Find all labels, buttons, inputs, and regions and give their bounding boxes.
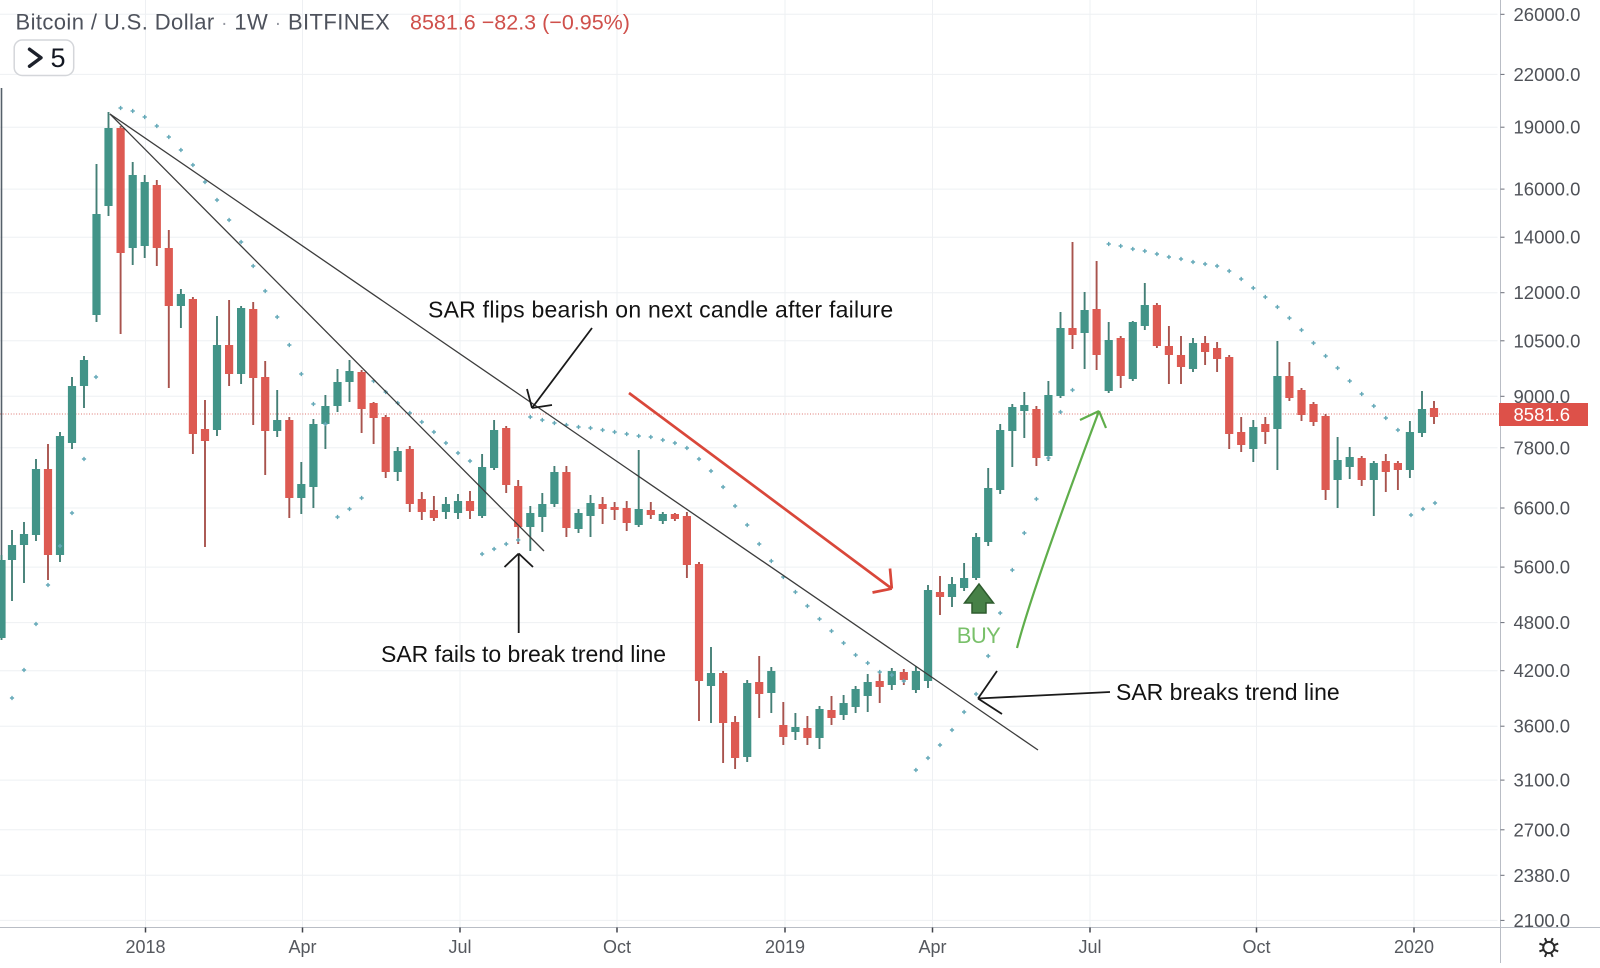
svg-text:Jul: Jul bbox=[1078, 937, 1101, 957]
svg-text:9000.0: 9000.0 bbox=[1514, 386, 1571, 407]
svg-text:22000.0: 22000.0 bbox=[1514, 64, 1581, 85]
svg-text:2700.0: 2700.0 bbox=[1514, 819, 1571, 840]
svg-text:8581.6: 8581.6 bbox=[1514, 404, 1571, 425]
svg-text:2380.0: 2380.0 bbox=[1514, 865, 1571, 886]
svg-text:SAR fails to break trend line: SAR fails to break trend line bbox=[381, 641, 666, 667]
svg-text:12000.0: 12000.0 bbox=[1514, 282, 1581, 303]
svg-text:BUY: BUY bbox=[957, 623, 1001, 648]
svg-text:4200.0: 4200.0 bbox=[1514, 660, 1571, 681]
svg-text:Jul: Jul bbox=[448, 937, 471, 957]
svg-text:5600.0: 5600.0 bbox=[1514, 557, 1571, 578]
svg-text:14000.0: 14000.0 bbox=[1514, 227, 1581, 248]
svg-text:Bitcoin / U.S. Dollar · 1W · B: Bitcoin / U.S. Dollar · 1W · BITFINEX bbox=[16, 10, 391, 35]
svg-text:Oct: Oct bbox=[603, 937, 631, 957]
svg-text:8581.6 −82.3 (−0.95%): 8581.6 −82.3 (−0.95%) bbox=[410, 11, 630, 35]
svg-text:3600.0: 3600.0 bbox=[1514, 716, 1571, 737]
svg-text:5: 5 bbox=[51, 43, 66, 73]
svg-text:6600.0: 6600.0 bbox=[1514, 498, 1571, 519]
svg-text:2020: 2020 bbox=[1394, 937, 1434, 957]
svg-text:3100.0: 3100.0 bbox=[1514, 770, 1571, 791]
svg-text:10500.0: 10500.0 bbox=[1514, 330, 1581, 351]
svg-text:7800.0: 7800.0 bbox=[1514, 437, 1571, 458]
svg-text:2018: 2018 bbox=[125, 937, 165, 957]
svg-text:Oct: Oct bbox=[1242, 937, 1270, 957]
svg-text:Apr: Apr bbox=[918, 937, 946, 957]
svg-text:19000.0: 19000.0 bbox=[1514, 117, 1581, 138]
svg-text:Apr: Apr bbox=[288, 937, 316, 957]
svg-text:SAR breaks trend line: SAR breaks trend line bbox=[1116, 679, 1340, 705]
svg-text:2100.0: 2100.0 bbox=[1514, 910, 1571, 931]
svg-text:26000.0: 26000.0 bbox=[1514, 4, 1581, 25]
svg-text:16000.0: 16000.0 bbox=[1514, 179, 1581, 200]
svg-text:4800.0: 4800.0 bbox=[1514, 612, 1571, 633]
svg-text:2019: 2019 bbox=[765, 937, 805, 957]
svg-text:SAR flips bearish on next cand: SAR flips bearish on next candle after f… bbox=[428, 297, 893, 323]
